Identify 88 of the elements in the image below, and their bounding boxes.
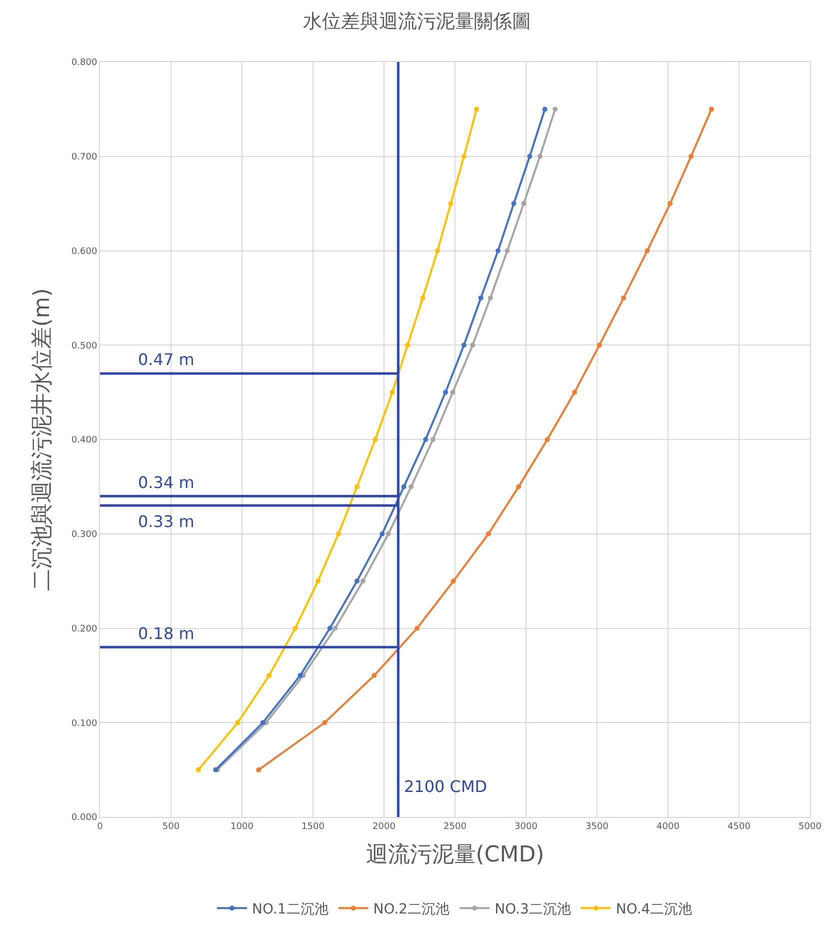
point — [488, 295, 493, 300]
x-tick-label: 5000 — [798, 822, 822, 832]
point — [372, 672, 377, 678]
point — [448, 201, 454, 206]
x-tick-label: 2500 — [444, 822, 467, 832]
x-axis-title: 迴流污泥量(CMD) — [366, 842, 544, 868]
point — [478, 295, 484, 300]
point — [235, 720, 240, 726]
y-tick-label: 0.500 — [71, 341, 98, 352]
point — [521, 201, 526, 206]
point — [292, 626, 298, 631]
point — [511, 201, 516, 206]
point — [298, 672, 303, 678]
point — [423, 437, 428, 442]
point — [196, 767, 201, 772]
ref-line-label: 0.33 m — [138, 512, 194, 531]
y-tick-label: 0.200 — [71, 624, 98, 634]
point — [372, 437, 378, 442]
point — [405, 342, 410, 348]
point — [644, 248, 650, 254]
x-tick-label: 4500 — [728, 822, 751, 832]
y-tick-label: 0.000 — [71, 813, 98, 824]
x-tick-label: 1000 — [230, 822, 254, 832]
x-tick-label: 4000 — [656, 822, 680, 832]
point — [380, 531, 385, 536]
x-tick-label: 500 — [162, 822, 180, 832]
legend-label: NO.1二沉池 — [252, 902, 328, 918]
point — [332, 626, 338, 631]
point — [408, 484, 414, 490]
point — [461, 154, 466, 159]
point — [450, 578, 456, 584]
point — [552, 106, 558, 112]
point — [414, 626, 420, 631]
point — [708, 106, 714, 112]
legend-label: NO.3二沉池 — [494, 902, 571, 918]
point — [360, 578, 366, 584]
legend-label: NO.4二沉池 — [616, 902, 692, 918]
point — [544, 437, 550, 442]
point — [386, 531, 391, 536]
point — [621, 295, 626, 300]
point — [315, 578, 320, 584]
point — [474, 106, 480, 112]
x-tick-label: 0 — [97, 822, 104, 832]
point — [442, 390, 448, 395]
y-tick-label: 0.800 — [71, 58, 98, 68]
chart-title: 水位差與迴流污泥量關係圖 — [303, 10, 531, 32]
point — [354, 484, 360, 490]
x-tick-label: 3000 — [514, 822, 538, 832]
ref-line-label: 0.18 m — [138, 624, 194, 643]
point — [354, 578, 360, 584]
y-tick-label: 0.600 — [71, 246, 98, 257]
x-tick-label: 1500 — [302, 822, 325, 832]
point — [486, 531, 491, 536]
y-axis-title: 二沉池與迴流污泥井水位差(m) — [30, 288, 56, 591]
point — [450, 390, 456, 395]
point — [572, 390, 578, 395]
y-tick-label: 0.300 — [71, 530, 98, 540]
point — [390, 390, 395, 395]
point — [496, 248, 501, 254]
point — [256, 767, 262, 772]
point — [668, 201, 673, 206]
point — [260, 720, 266, 726]
ref-line-label: 0.34 m — [138, 473, 194, 492]
point — [516, 484, 522, 490]
ref-line-label: 2100 CMD — [404, 777, 488, 796]
y-tick-label: 0.700 — [71, 152, 98, 163]
ref-line-label: 0.47 m — [138, 350, 194, 369]
point — [430, 437, 436, 442]
y-tick-label: 0.100 — [71, 718, 98, 729]
point — [435, 248, 440, 254]
point — [336, 531, 341, 536]
point — [527, 154, 532, 159]
point — [470, 342, 476, 348]
point — [461, 342, 466, 348]
point — [688, 154, 694, 159]
point — [504, 248, 510, 254]
point — [596, 342, 602, 348]
point — [322, 720, 328, 726]
point — [327, 626, 332, 631]
legend-label: NO.2二沉池 — [373, 902, 450, 918]
x-tick-label: 2000 — [372, 822, 396, 832]
point — [401, 484, 406, 490]
point — [420, 295, 426, 300]
x-tick-label: 3500 — [586, 822, 609, 832]
point — [542, 106, 548, 112]
point — [537, 154, 542, 159]
point — [266, 672, 272, 678]
y-tick-label: 0.400 — [71, 436, 98, 446]
